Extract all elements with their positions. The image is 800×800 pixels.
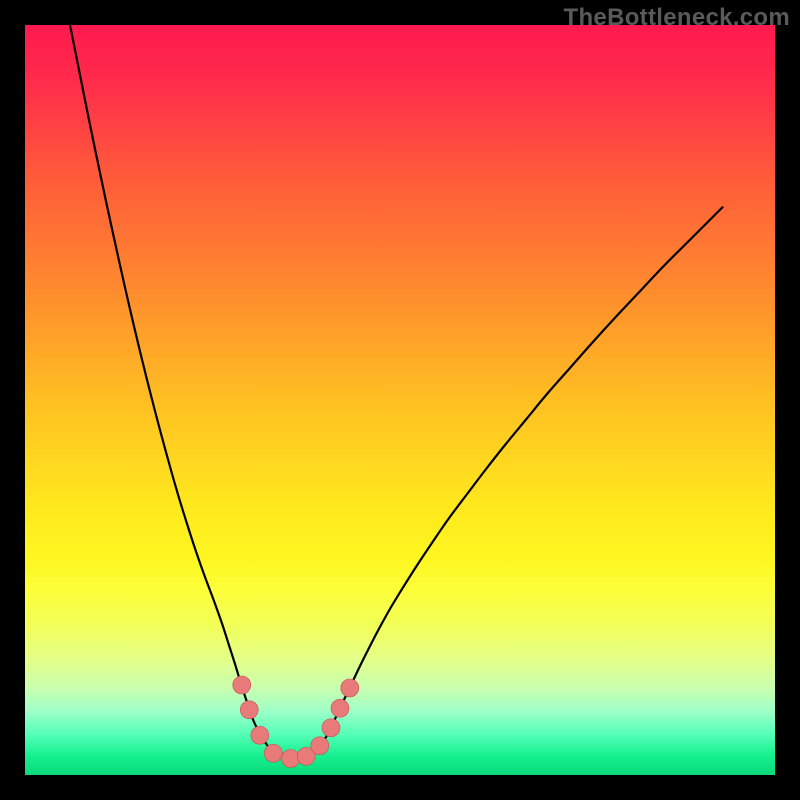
curve-marker [311,737,329,755]
gradient-background [25,25,775,775]
bottleneck-chart [25,25,775,775]
curve-marker [240,701,258,719]
curve-marker [322,719,340,737]
curve-marker [233,676,251,694]
curve-marker [341,679,359,697]
watermark-text: TheBottleneck.com [564,4,790,32]
curve-marker [264,744,282,762]
curve-marker [331,699,349,717]
curve-marker [282,750,300,768]
curve-marker [251,726,269,744]
